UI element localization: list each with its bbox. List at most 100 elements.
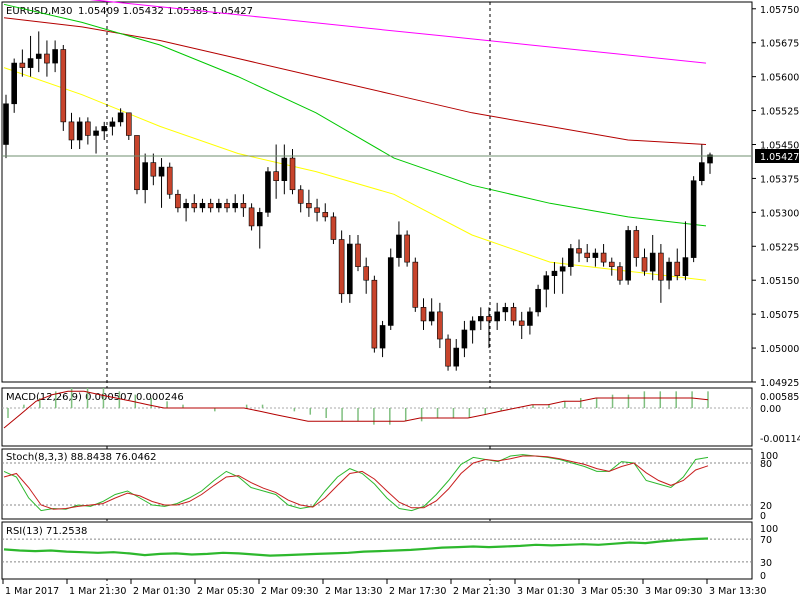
time-tick-label: 3 Mar 09:30 <box>645 586 702 597</box>
candle-body <box>461 329 468 349</box>
stoch-title: Stoch(8,3,3) 88.8438 76.0462 <box>6 452 157 463</box>
candle-body <box>314 207 320 213</box>
rsi-panel: RSI(13) 71.2538 <box>1 521 753 580</box>
candle-body <box>592 252 599 258</box>
moving-average-line <box>89 0 707 64</box>
candle-body <box>469 320 476 331</box>
candle-body <box>158 166 165 177</box>
candle-body <box>633 230 640 258</box>
candle-body <box>535 288 541 313</box>
macd-tick-label: 0.00585 <box>760 392 799 403</box>
price-tick-label: 1.05375 <box>760 174 799 185</box>
rsi-tick-label: 100 <box>760 524 778 535</box>
candle-body <box>191 203 198 209</box>
price-tick-label: 1.04925 <box>760 378 799 389</box>
candle-body <box>60 49 67 123</box>
candle-body <box>125 112 132 136</box>
chart-ohlc: 1.05409 1.05432 1.05385 1.05427 <box>78 6 253 17</box>
macd-tick-label: 0.00 <box>760 404 781 415</box>
candle-body <box>338 239 345 295</box>
rsi-title: RSI(13) 71.2538 <box>6 526 87 537</box>
macd-panel: MACD(12,26,9) 0.000507 0.000246 <box>1 387 753 447</box>
stoch-tick-label: 100 <box>760 451 778 462</box>
time-axis: 1 Mar 2017 1 Mar 21:30 2 Mar 01:30 2 Mar 05… <box>2 579 766 597</box>
candle-body <box>707 154 713 164</box>
price-panel: EURUSD,M30 1.05409 1.05432 1.05385 1.054… <box>1 0 753 585</box>
candle-body <box>617 266 623 281</box>
time-tick-label: 2 Mar 01:30 <box>133 586 190 597</box>
candle-body <box>52 49 58 64</box>
candle-body <box>93 130 99 136</box>
candle-body <box>85 121 91 136</box>
candle-body <box>76 121 83 141</box>
candle-body <box>559 266 566 272</box>
candle-body <box>608 261 615 267</box>
candle-body <box>551 270 558 276</box>
candle-body <box>625 230 631 281</box>
candle-body <box>306 203 312 209</box>
price-tick-label: 1.05000 <box>760 344 799 355</box>
candle-body <box>699 162 705 181</box>
candle-body <box>486 316 492 322</box>
candle-body <box>265 171 271 213</box>
candle-body <box>281 157 288 181</box>
candle-body <box>420 307 427 322</box>
candle-body <box>404 234 410 263</box>
macd-title: MACD(12,26,9) 0.000507 0.000246 <box>6 392 184 403</box>
candle-body <box>117 112 124 123</box>
candle-body <box>584 252 591 258</box>
candle-body <box>183 203 189 209</box>
current-price-label: 1.05427 <box>760 152 799 163</box>
stoch-signal-line <box>3 455 709 510</box>
rsi-line <box>3 537 709 557</box>
macd-signal-line <box>3 390 709 429</box>
candle-body <box>322 212 329 218</box>
time-tick-label: 2 Mar 09:30 <box>261 586 318 597</box>
price-tick-label: 1.05300 <box>760 208 799 219</box>
moving-average-line <box>3 3 707 227</box>
candle-body <box>453 347 460 367</box>
candle-body <box>101 126 108 132</box>
candle-body <box>674 261 681 276</box>
candle-body <box>216 203 222 209</box>
candle-body <box>232 203 239 209</box>
candle-body <box>576 248 582 254</box>
time-tick-label: 2 Mar 17:30 <box>389 586 446 597</box>
candle-body <box>690 180 697 258</box>
candle-body <box>35 53 42 59</box>
candle-body <box>175 193 181 209</box>
time-tick-label: 2 Mar 05:30 <box>197 586 254 597</box>
candle-body <box>199 203 206 209</box>
candle-body <box>502 307 509 313</box>
candle-body <box>347 243 353 295</box>
time-tick-label: 1 Mar 21:30 <box>69 586 126 597</box>
candle-body <box>445 338 451 367</box>
candle-body <box>568 248 574 267</box>
price-axis: 1.05750 1.05675 1.05600 1.05525 1.05450 1.053… <box>752 5 799 389</box>
candle-body <box>543 275 550 290</box>
candle-body <box>600 252 607 263</box>
candle-body <box>68 121 75 141</box>
price-tick-label: 1.05600 <box>760 73 799 84</box>
current-price-tag: 1.05427 <box>755 149 799 163</box>
candle-body <box>44 53 50 64</box>
time-tick-label: 1 Mar 2017 <box>5 586 59 597</box>
price-tick-label: 1.05750 <box>760 5 799 16</box>
candles <box>3 31 713 371</box>
candle-body <box>150 162 157 177</box>
candle-body <box>379 325 386 349</box>
stoch-tick-label: 80 <box>760 459 772 470</box>
price-tick-label: 1.05450 <box>760 141 799 152</box>
price-tick-label: 1.05525 <box>760 107 799 118</box>
stoch-tick-label: 20 <box>760 501 772 512</box>
candle-body <box>240 203 247 209</box>
candle-body <box>363 266 369 281</box>
candle-body <box>682 257 689 276</box>
candle-body <box>437 311 443 340</box>
candle-body <box>3 103 9 145</box>
candle-body <box>387 257 394 326</box>
candle-body <box>273 171 279 181</box>
